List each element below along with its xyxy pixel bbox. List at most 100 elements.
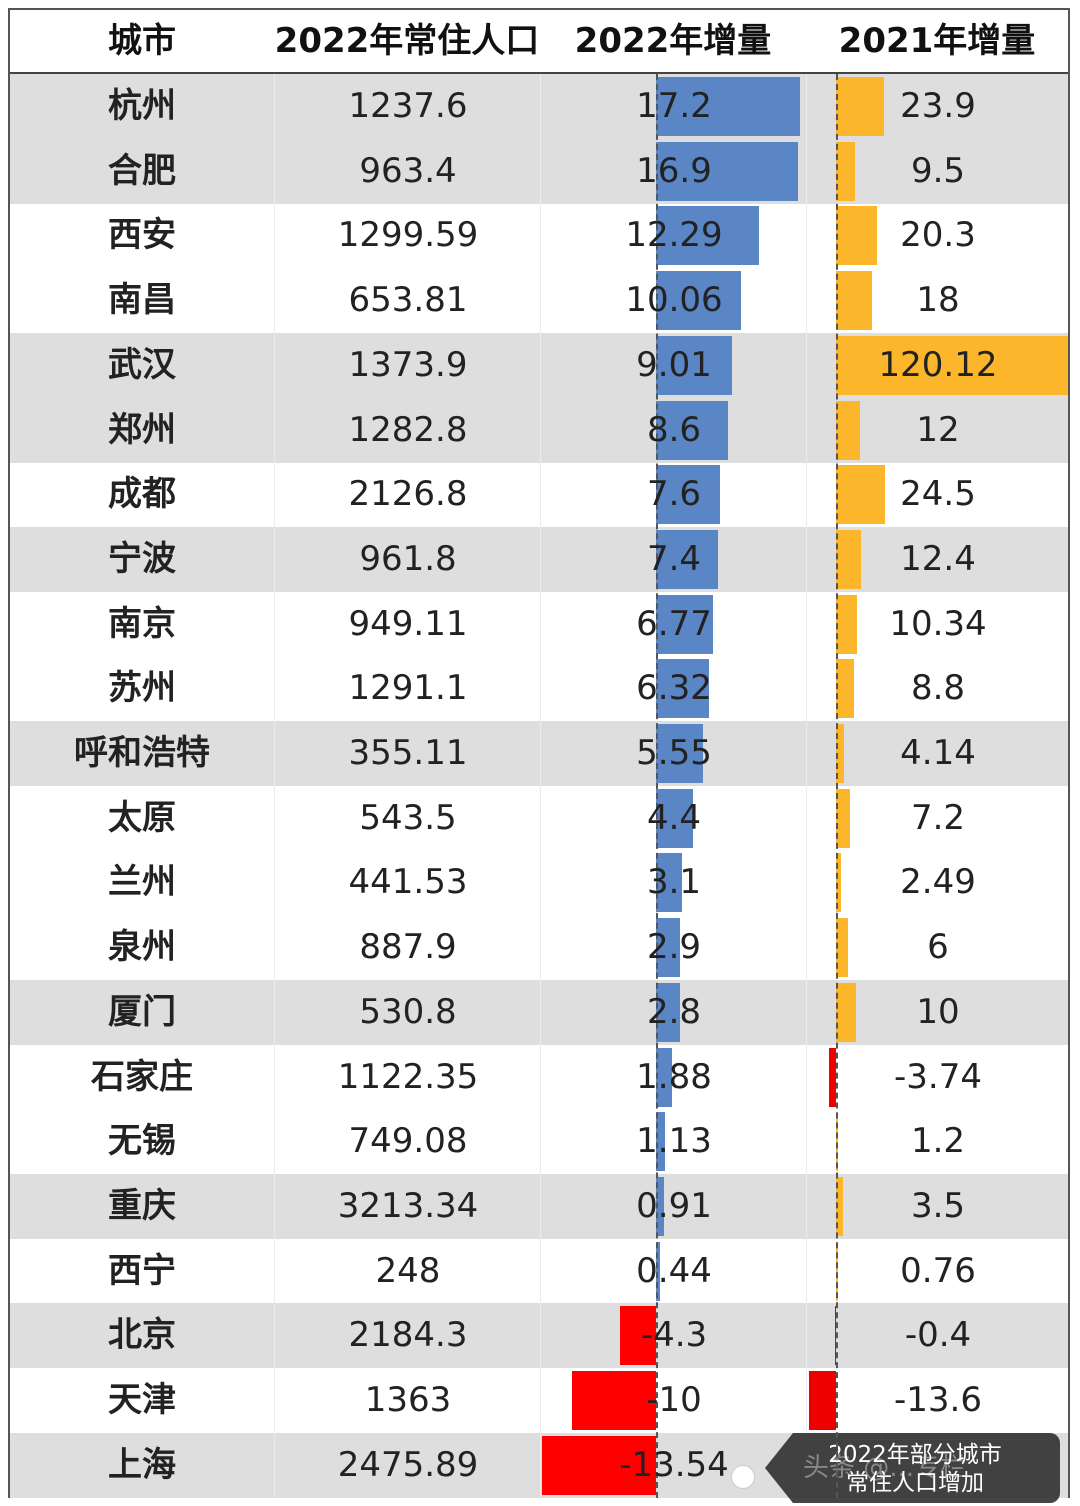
table-row: 西安 1299.59 12.29 20.3 — [10, 203, 1069, 269]
city-name-text: 成都 — [108, 474, 176, 515]
increase-2021: 3.5 — [806, 1173, 1069, 1239]
increase-2022: 2.8 — [540, 979, 807, 1045]
increase-2021-text: 1.2 — [910, 1121, 966, 1162]
increase-2022-text: 12.29 — [625, 215, 723, 256]
table-row: 南京 949.11 6.77 10.34 — [10, 591, 1068, 657]
increase-2021: 18 — [806, 268, 1069, 334]
city-name: 厦门 — [10, 980, 274, 1045]
header-inc2021: 2021年增量 — [838, 21, 1036, 61]
population-2022: 3213.34 — [274, 1173, 541, 1239]
table-row: 兰州 441.53 3.1 2.49 — [10, 850, 1068, 916]
city-name: 杭州 — [10, 74, 274, 139]
population-2022: 1122.35 — [274, 1044, 541, 1110]
increase-2022-text: 1.13 — [636, 1121, 712, 1162]
city-name-text: 西安 — [108, 215, 176, 256]
increase-2021: 23.9 — [806, 74, 1069, 139]
increase-2022: 6.77 — [540, 591, 807, 657]
bar-2021-郑州 — [836, 400, 860, 460]
increase-2021: 7.2 — [806, 785, 1069, 851]
population-2022-text: 653.81 — [348, 280, 468, 321]
population-2022-text: 3213.34 — [337, 1185, 479, 1226]
population-2022: 441.53 — [274, 850, 541, 916]
increase-2021: -0.4 — [806, 1303, 1069, 1369]
city-name-text: 宁波 — [108, 538, 176, 579]
population-2022: 1299.59 — [274, 203, 541, 269]
caption-badge: 头条 @...专栏 2022年部分城市 常住人口增加 — [765, 1433, 1060, 1503]
population-2022-text: 1291.1 — [348, 668, 468, 709]
increase-2021: 9.5 — [806, 138, 1069, 204]
increase-2022-text: 2.9 — [646, 927, 702, 968]
population-2022-text: 530.8 — [359, 991, 457, 1032]
population-2022-text: 1122.35 — [337, 1056, 479, 1097]
bar-2021-宁波 — [836, 529, 861, 589]
increase-2022: 1.13 — [540, 1109, 807, 1175]
city-name: 无锡 — [10, 1109, 274, 1174]
city-name: 石家庄 — [10, 1045, 274, 1110]
table-row: 西宁 248 0.44 0.76 — [10, 1238, 1069, 1304]
increase-2021: 6 — [806, 915, 1069, 981]
bar-2022-南京 — [656, 594, 713, 654]
city-name: 天津 — [10, 1368, 274, 1433]
increase-2021-text: -3.74 — [894, 1056, 982, 1097]
population-2022-text: 1282.8 — [348, 409, 468, 450]
bar-2021-呼和浩特 — [836, 724, 845, 783]
city-name-text: 南京 — [108, 603, 176, 644]
table-row: 成都 2126.8 7.6 24.5 — [10, 462, 1068, 528]
city-name: 呼和浩特 — [10, 721, 274, 786]
increase-2022: -13.54 — [540, 1432, 807, 1498]
increase-2021-text: 7.2 — [910, 797, 966, 838]
increase-2021-text: 12 — [916, 409, 960, 450]
population-2022-text: 1237.6 — [348, 86, 468, 126]
increase-2021: 120.12 — [806, 332, 1069, 398]
population-2022-text: 2184.3 — [348, 1315, 468, 1356]
table-row: 杭州 1237.6 17.2 23.9 — [10, 74, 1068, 139]
city-name: 泉州 — [10, 915, 274, 980]
increase-2022: 10.06 — [540, 268, 807, 334]
bar-2021-泉州 — [836, 918, 848, 978]
caption-line-2: 常住人口增加 — [846, 1470, 984, 1496]
bar-2021-苏州 — [836, 659, 854, 719]
bar-2022-合肥 — [656, 141, 798, 201]
bar-2021-厦门 — [836, 982, 856, 1042]
increase-2022-text: 17.2 — [636, 86, 712, 126]
increase-2021-text: -0.4 — [904, 1315, 972, 1356]
increase-2021-text: 18 — [916, 280, 960, 321]
pager-dot[interactable] — [731, 1465, 755, 1489]
population-2022: 749.08 — [274, 1109, 541, 1175]
table-row: 厦门 530.8 2.8 10 — [10, 979, 1068, 1045]
table-row: 南昌 653.81 10.06 18 — [10, 268, 1069, 334]
city-name-text: 厦门 — [108, 991, 176, 1032]
increase-2022: 1.88 — [540, 1044, 807, 1110]
increase-2021-text: 120.12 — [878, 344, 998, 385]
city-name-text: 石家庄 — [91, 1056, 193, 1097]
increase-2022: 9.01 — [540, 332, 807, 398]
city-name-text: 泉州 — [108, 927, 176, 968]
population-2022-text: 1373.9 — [348, 344, 468, 385]
bar-2022-苏州 — [656, 659, 710, 719]
bar-2021-武汉 — [836, 335, 1068, 395]
bar-2021-重庆 — [836, 1176, 843, 1236]
population-2022-text: 543.5 — [359, 797, 457, 838]
bar-2021-杭州 — [836, 77, 884, 136]
bar-2021-北京 — [835, 1306, 836, 1366]
city-name: 南昌 — [10, 268, 274, 333]
population-2022: 1291.1 — [274, 656, 541, 722]
caption-line-1: 2022年部分城市 — [828, 1442, 1002, 1468]
increase-2022: 12.29 — [540, 203, 807, 269]
increase-2021: 0.76 — [806, 1238, 1069, 1304]
table-row: 武汉 1373.9 9.01 120.12 — [10, 332, 1069, 398]
city-name: 合肥 — [10, 139, 274, 204]
table-header: 城市 2022年常住人口 2022年增量 2021年增量 — [10, 10, 1068, 74]
population-2022-text: 949.11 — [348, 603, 468, 644]
table-row: 苏州 1291.1 6.32 8.8 — [10, 656, 1068, 722]
increase-2021: 20.3 — [806, 203, 1069, 269]
population-2022-text: 887.9 — [359, 927, 457, 968]
zero-axis-2022 — [656, 74, 658, 1498]
bar-2022-石家庄 — [656, 1047, 672, 1107]
city-name-text: 上海 — [108, 1444, 176, 1485]
increase-2022: 6.32 — [540, 656, 807, 722]
increase-2021-text: 2.49 — [900, 862, 976, 903]
bar-2021-合肥 — [836, 141, 855, 201]
city-name: 郑州 — [10, 398, 274, 463]
increase-2022-text: -10 — [646, 1380, 702, 1420]
